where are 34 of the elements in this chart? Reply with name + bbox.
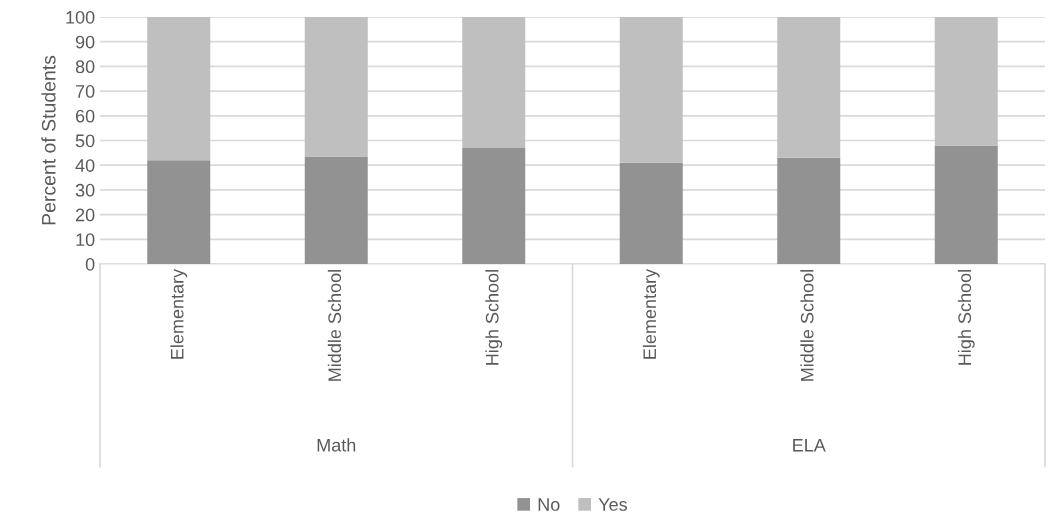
text: Math xyxy=(317,438,356,452)
y-tick-label: 10 xyxy=(76,233,95,247)
y-tick-label: 100 xyxy=(66,10,95,24)
y-tick-label: 50 xyxy=(75,134,95,148)
y-tick-label: 40 xyxy=(75,159,95,172)
y-tick-label: 80 xyxy=(75,60,95,74)
text: ELA xyxy=(793,439,826,452)
legend-label: No xyxy=(538,498,560,511)
bar xyxy=(462,147,526,264)
x-tick-label: Elementary xyxy=(642,268,660,359)
x-tick-label: High School xyxy=(485,270,503,365)
y-tick-label: 0 xyxy=(85,257,95,271)
bar xyxy=(934,17,998,146)
x-tick-label: Middle School xyxy=(327,270,342,381)
bar xyxy=(934,145,998,264)
bar xyxy=(619,17,683,163)
y-axis-title: Percent of Students xyxy=(41,55,56,225)
y-tick-label: 90 xyxy=(75,35,95,49)
bar xyxy=(304,17,368,157)
y-tick-label: 20 xyxy=(75,208,95,222)
y-tick-label: 60 xyxy=(75,109,95,123)
bar xyxy=(619,162,683,264)
x-tick-label: Middle School xyxy=(800,270,814,381)
bar xyxy=(304,156,368,264)
y-tick-label: 30 xyxy=(75,183,95,197)
y-tick-label: 70 xyxy=(75,85,95,98)
bar xyxy=(777,17,841,158)
bar xyxy=(462,17,526,148)
x-tick-label: Elementary xyxy=(170,268,188,359)
legend-label: Yes xyxy=(598,498,628,511)
bar xyxy=(147,160,211,264)
bar xyxy=(147,17,211,161)
x-tick-label: High School xyxy=(957,270,975,365)
bar xyxy=(777,157,841,264)
